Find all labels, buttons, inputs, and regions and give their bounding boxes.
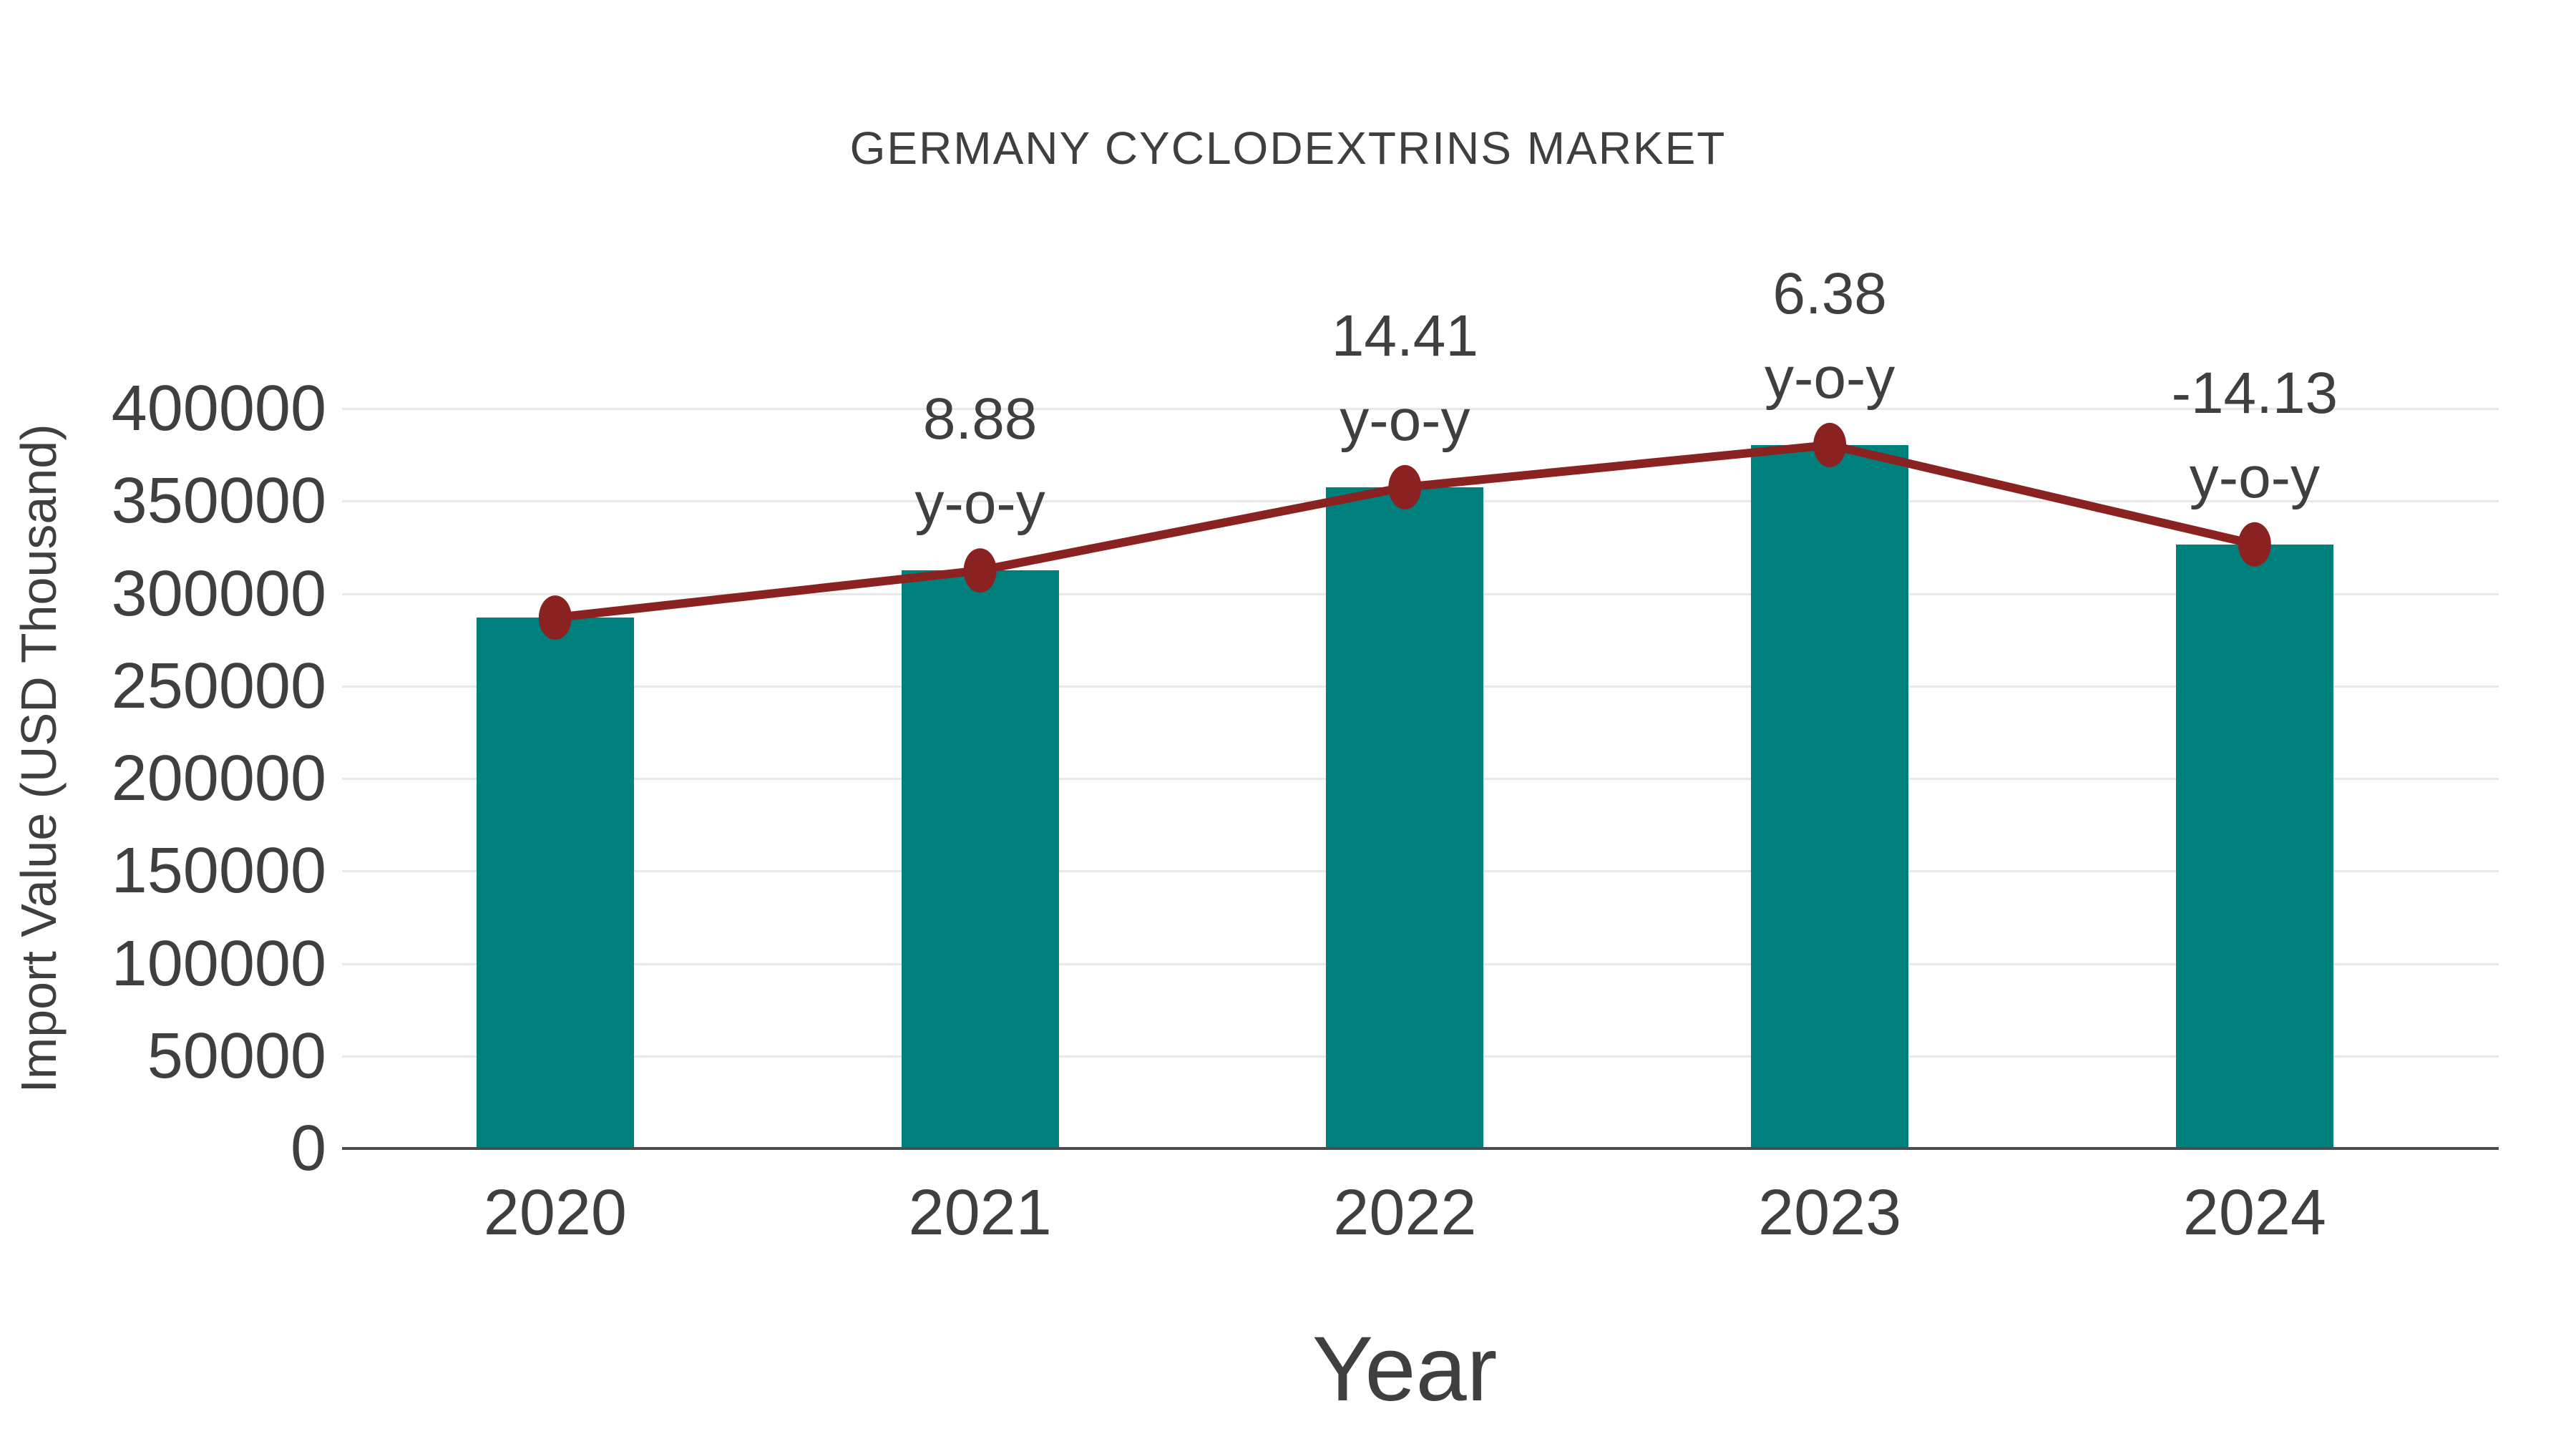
x-tick-label-2022: 2022 (1333, 1177, 1477, 1249)
y-tick-label-400000: 400000 (111, 373, 326, 444)
y-tick-label-100000: 100000 (111, 927, 326, 1000)
yoy-suffix-label: y-o-y (1340, 387, 1470, 453)
x-tick-label-2020: 2020 (483, 1177, 627, 1249)
yoy-marker-2024 (2238, 522, 2271, 567)
x-tick-label-2023: 2023 (1758, 1177, 1902, 1249)
x-axis-title: Year (1312, 1318, 1498, 1420)
yoy-suffix-label: y-o-y (2189, 444, 2320, 510)
x-axis-line (342, 1147, 2499, 1150)
yoy-value-label: 8.88 (922, 386, 1038, 452)
gridline-y-400000 (342, 408, 2499, 410)
yoy-marker-2022 (1388, 464, 1422, 509)
yoy-marker-2021 (963, 548, 997, 593)
y-tick-label-50000: 50000 (147, 1020, 326, 1092)
bar-2024 (2175, 544, 2333, 1148)
yoy-value-label: 14.41 (1331, 303, 1478, 369)
y-tick-label-250000: 250000 (111, 650, 326, 722)
bar-2020 (476, 618, 634, 1148)
yoy-suffix-label: y-o-y (914, 471, 1045, 537)
bar-2021 (901, 570, 1059, 1148)
yoy-annotation-2022: 14.41 y-o-y (1176, 294, 1634, 463)
bar-2022 (1326, 487, 1484, 1148)
y-tick-label-350000: 350000 (111, 465, 326, 537)
chart-title: GERMANY CYCLODEXTRINS MARKET (849, 122, 1727, 174)
yoy-annotation-2023: 6.38 y-o-y (1601, 252, 2059, 421)
y-tick-label-150000: 150000 (111, 835, 326, 907)
y-tick-label-200000: 200000 (111, 743, 326, 814)
bar-2023 (1751, 444, 1909, 1148)
yoy-suffix-label: y-o-y (1765, 345, 1896, 411)
y-tick-label-300000: 300000 (111, 557, 326, 630)
yoy-annotation-2024: -14.13 y-o-y (2026, 351, 2484, 520)
yoy-annotation-2021: 8.88 y-o-y (751, 377, 1209, 546)
yoy-marker-2020 (538, 595, 572, 640)
y-tick-label-0: 0 (290, 1113, 326, 1184)
x-tick-label-2024: 2024 (2182, 1177, 2326, 1249)
yoy-marker-2023 (1813, 422, 1847, 467)
x-tick-label-2021: 2021 (908, 1177, 1052, 1249)
yoy-value-label: -14.13 (2171, 360, 2338, 426)
yoy-value-label: 6.38 (1772, 260, 1887, 326)
